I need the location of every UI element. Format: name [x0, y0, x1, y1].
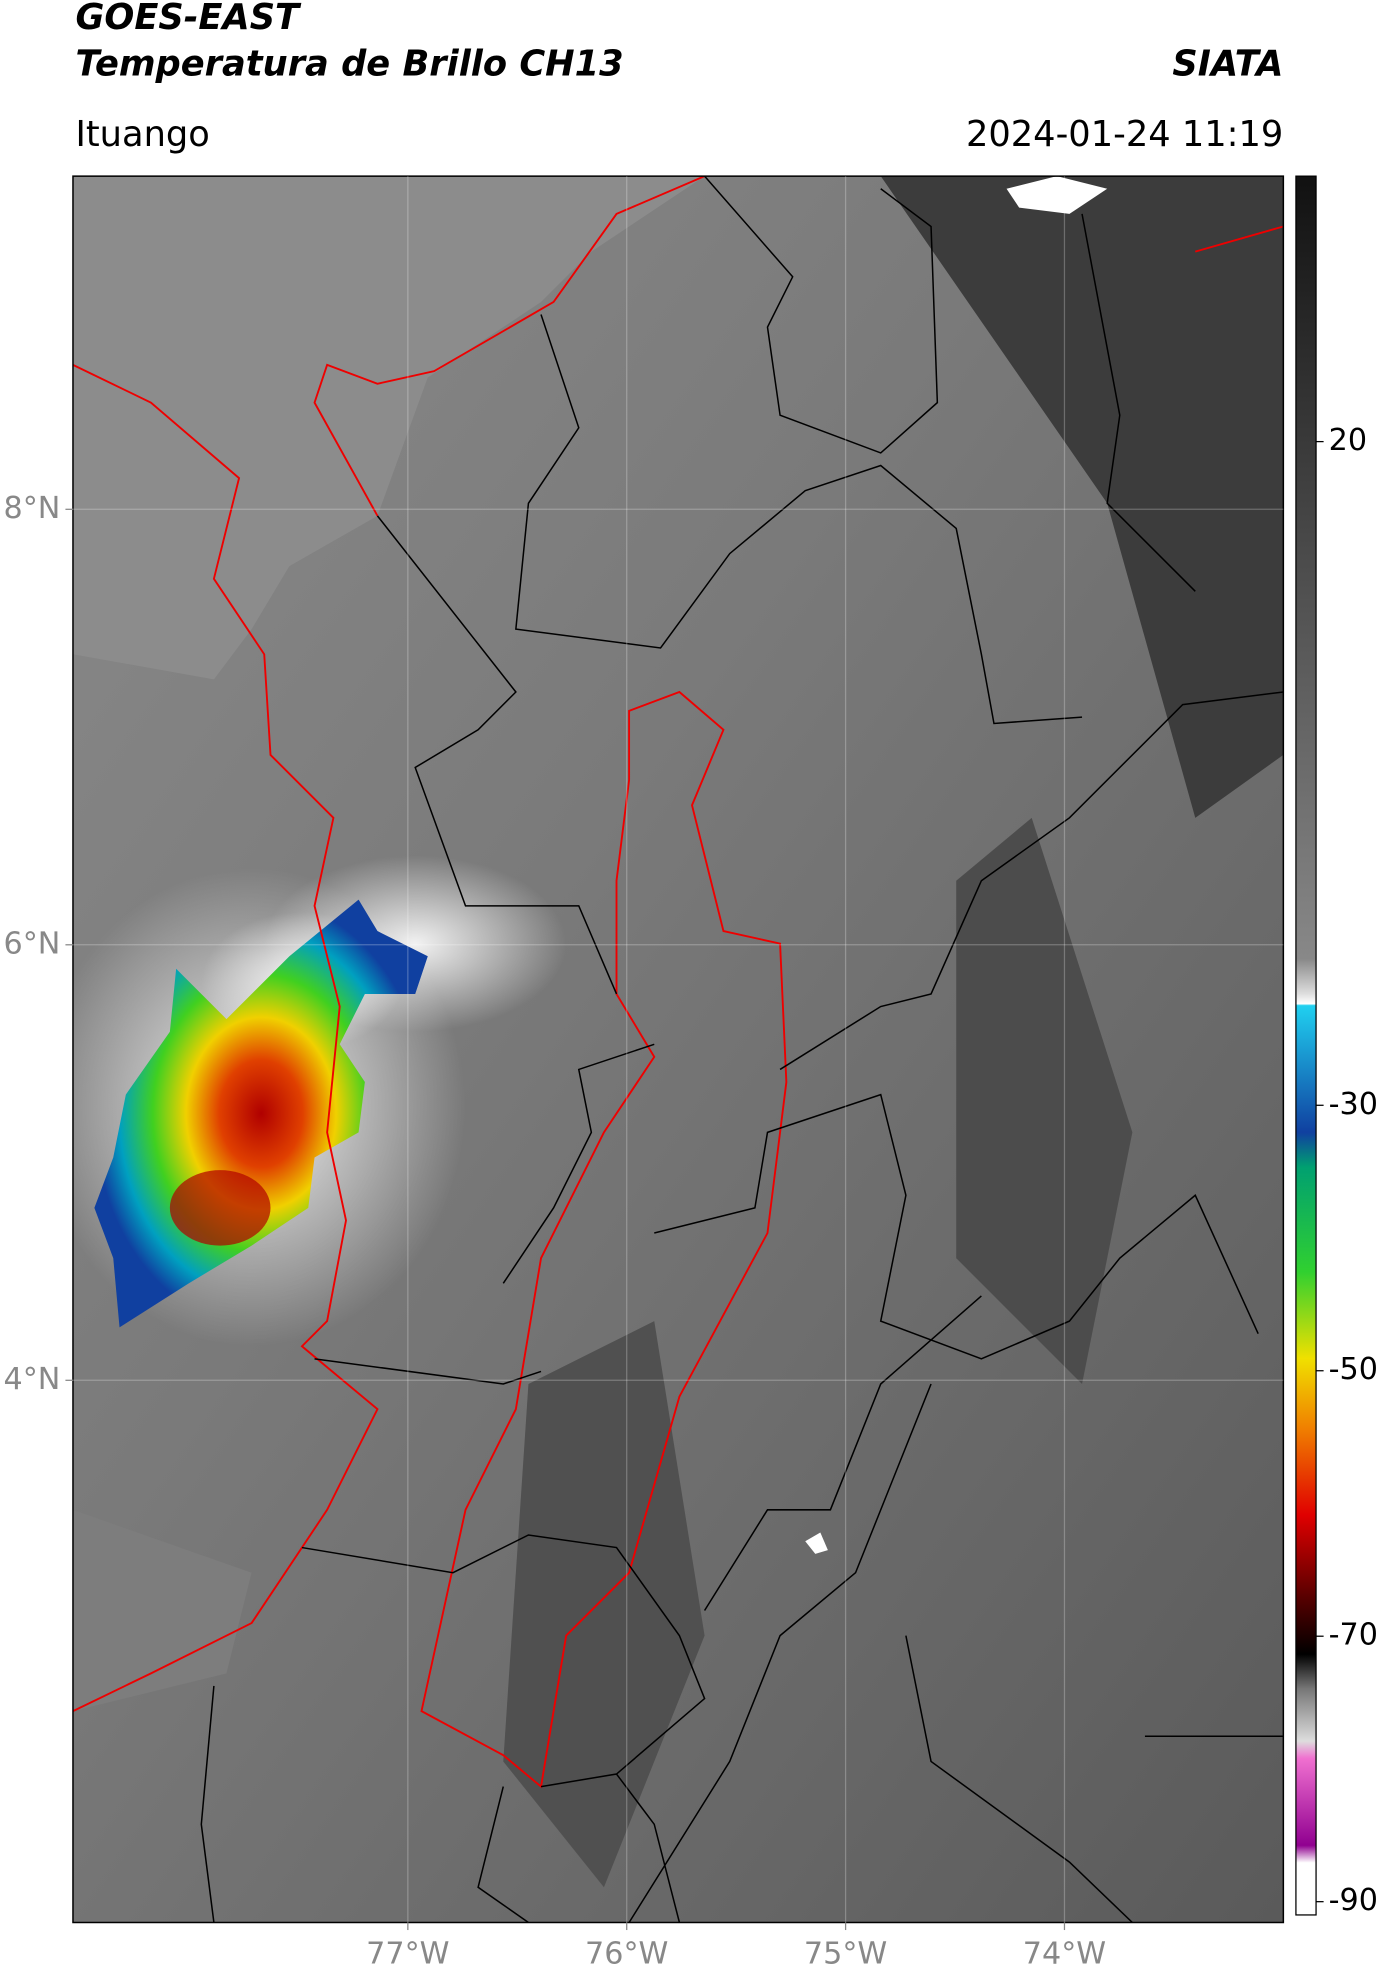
colorbar-tick-label: -70 — [1329, 1618, 1378, 1653]
colorbar-tick-label: -50 — [1329, 1352, 1378, 1387]
title: GOES-EAST — [75, 0, 302, 38]
map-image — [72, 176, 1284, 1923]
datetime: 2024-01-24 11:19 — [966, 114, 1283, 155]
colorbar-tick-label: 20 — [1329, 423, 1367, 458]
x-tick-label: 76°W — [585, 1937, 668, 1972]
x-tick-label: 77°W — [366, 1937, 449, 1972]
colorbar — [1295, 175, 1317, 1916]
x-tick-label: 74°W — [1023, 1937, 1106, 1972]
location: Ituango — [75, 114, 209, 155]
y-tick-label: 6°N — [4, 926, 61, 961]
source: SIATA — [1172, 43, 1283, 84]
colorbar-tick-label: -30 — [1329, 1087, 1378, 1122]
y-tick-label: 8°N — [4, 491, 61, 526]
colorbar-tick-label: -90 — [1329, 1883, 1378, 1918]
subtitle: Temperatura de Brillo CH13 — [75, 43, 623, 84]
y-tick-label: 4°N — [4, 1362, 61, 1397]
x-tick-label: 75°W — [804, 1937, 887, 1972]
map-frame — [72, 175, 1285, 1924]
